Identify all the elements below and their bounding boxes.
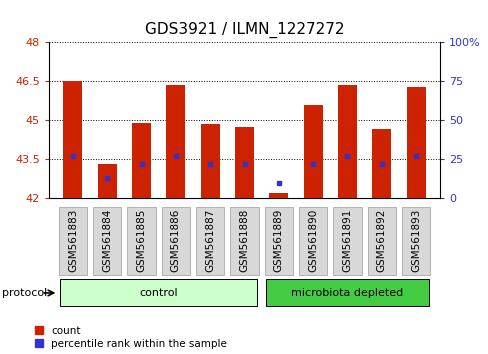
Text: GSM561891: GSM561891 [342,209,352,273]
Bar [132,123,151,198]
Bar [269,193,287,198]
FancyBboxPatch shape [60,279,257,307]
FancyBboxPatch shape [299,207,326,275]
FancyBboxPatch shape [265,279,428,307]
Bar [303,105,322,198]
Legend: count, percentile rank within the sample: count, percentile rank within the sample [35,326,226,349]
Bar [98,165,117,198]
Text: GSM561887: GSM561887 [205,209,215,273]
Bar [406,87,425,198]
FancyBboxPatch shape [401,207,429,275]
Bar [166,85,185,198]
Text: control: control [139,288,178,298]
Text: GSM561889: GSM561889 [273,209,283,273]
Text: GSM561884: GSM561884 [102,209,112,273]
Text: GSM561893: GSM561893 [410,209,420,273]
Text: GSM561883: GSM561883 [68,209,78,273]
FancyBboxPatch shape [367,207,395,275]
Text: GSM561890: GSM561890 [307,209,318,272]
Text: protocol: protocol [2,288,48,298]
Bar [235,127,253,198]
Text: microbiota depleted: microbiota depleted [291,288,403,298]
Text: GSM561888: GSM561888 [239,209,249,273]
Bar [63,81,82,198]
FancyBboxPatch shape [59,207,87,275]
Bar [201,124,219,198]
FancyBboxPatch shape [333,207,361,275]
FancyBboxPatch shape [196,207,224,275]
FancyBboxPatch shape [162,207,189,275]
Title: GDS3921 / ILMN_1227272: GDS3921 / ILMN_1227272 [144,22,344,38]
Text: GSM561885: GSM561885 [136,209,146,273]
Text: GSM561892: GSM561892 [376,209,386,273]
FancyBboxPatch shape [93,207,121,275]
Bar [337,85,356,198]
Text: GSM561886: GSM561886 [170,209,181,273]
FancyBboxPatch shape [230,207,258,275]
FancyBboxPatch shape [264,207,292,275]
FancyBboxPatch shape [127,207,155,275]
Bar [371,130,390,198]
